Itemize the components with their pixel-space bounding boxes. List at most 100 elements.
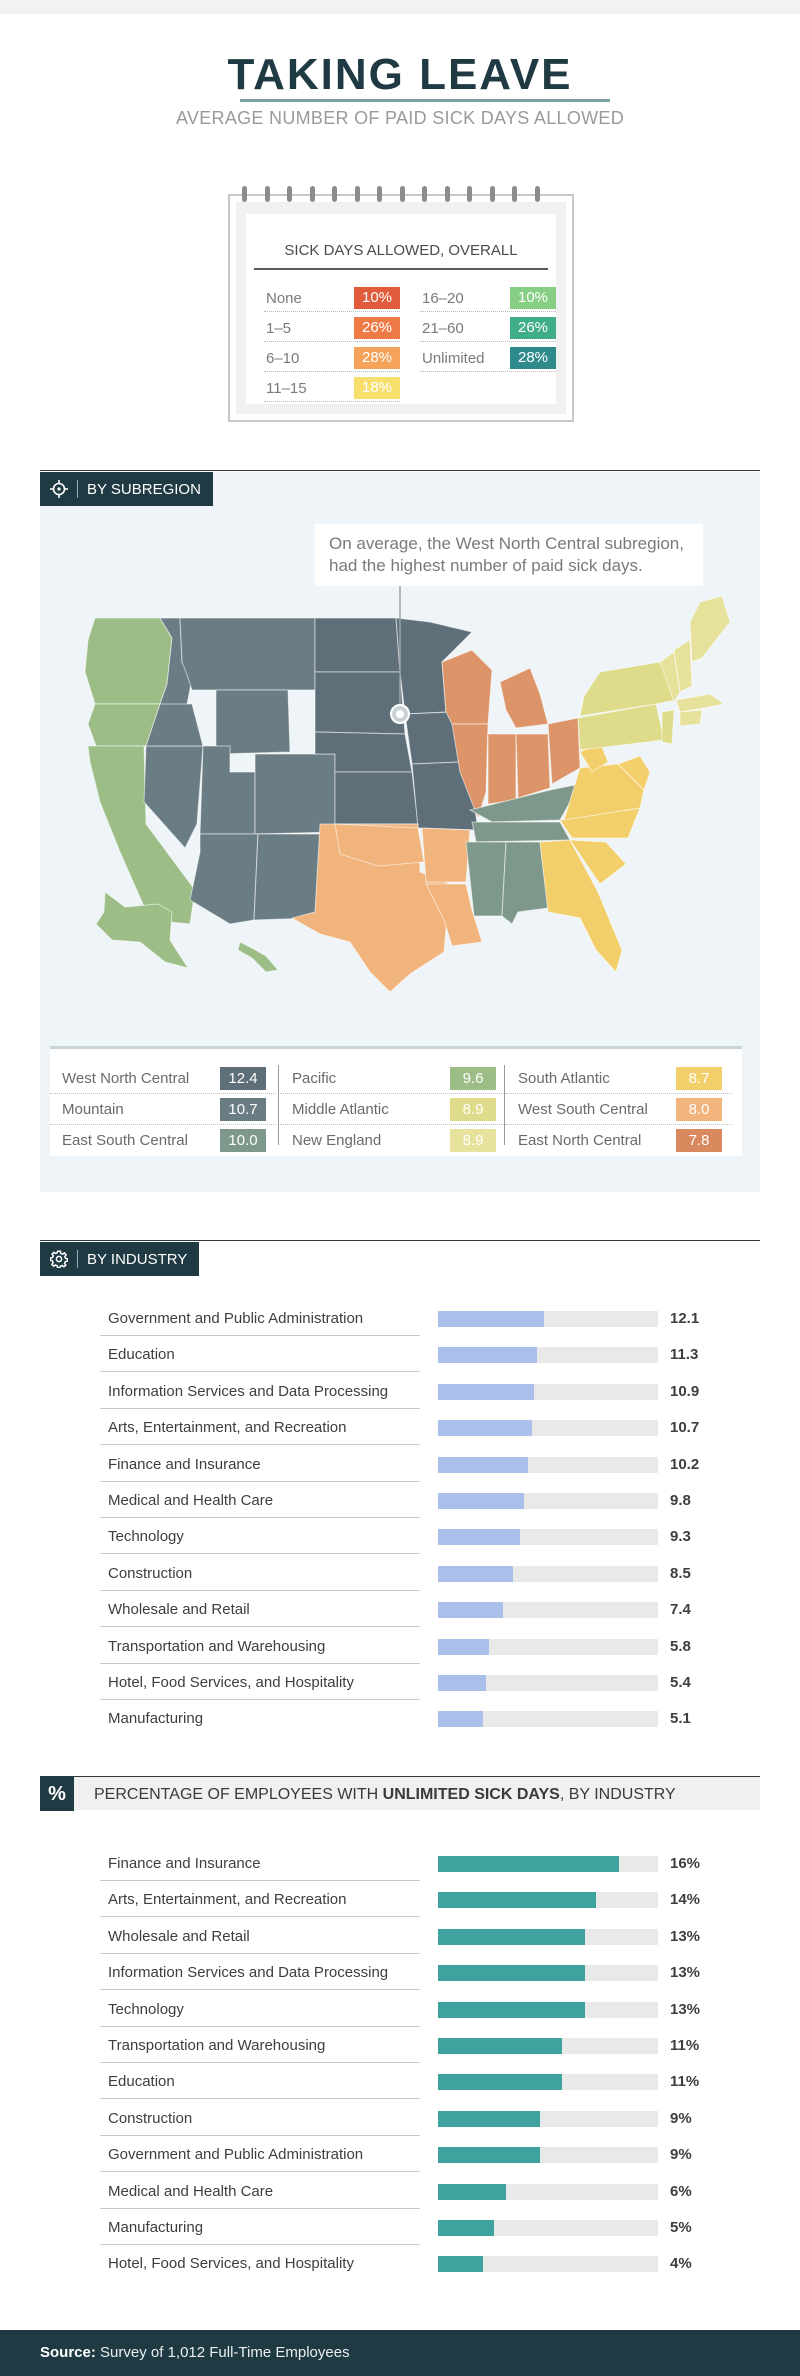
top-strip [0,0,800,14]
bar [438,1529,520,1546]
legend-row: East South Central 10.0 [50,1125,276,1156]
bar-value-label: 10.9 [670,1382,700,1400]
state-shape [441,649,493,725]
bar-value-label: 7.4 [670,1601,691,1619]
bar-category-label: Education [100,2063,420,2100]
card-inner: SICK DAYS ALLOWED, OVERALL None 10% 1–5 26%… [236,202,566,414]
legend-row: Mountain 10.7 [50,1094,276,1125]
state-shape [334,771,419,825]
overall-item: Unlimited 28% [420,346,556,372]
legend-value: 10.7 [220,1098,266,1121]
subregion-legend: West North Central 12.4 Mountain 10.7 East S… [50,1046,742,1156]
bar [438,1928,585,1945]
bar-row: Manufacturing 5% [100,2209,720,2245]
state-shape [145,703,204,747]
bar-track [438,1529,658,1546]
bar [438,1711,483,1728]
subregion-rule [40,470,760,471]
overall-item-value: 18% [354,377,400,399]
bar [438,2074,563,2091]
overall-item-value: 26% [510,317,556,339]
overall-item-label: 6–10 [266,350,300,367]
state-shape [334,823,425,867]
region-esc [465,783,581,925]
bar-track [438,1675,658,1691]
overall-item-value: 28% [354,347,400,369]
legend-row: Middle Atlantic 8.9 [280,1094,506,1125]
overall-item: 6–10 28% [264,346,400,372]
bar-category-label: Arts, Entertainment, and Recreation [100,1881,420,1918]
bar-row: Technology 9.3 [100,1518,720,1555]
subregion-tag: BY SUBREGION [40,472,213,506]
calendar-ring [444,186,450,202]
bar-track [438,1311,658,1327]
state-shape [563,763,645,821]
overall-item: None 10% [264,286,400,312]
bar [438,1565,513,1582]
bar-track [438,2038,658,2054]
legend-label: Pacific [292,1070,337,1087]
unlimited-header: % PERCENTAGE OF EMPLOYEES WITH UNLIMITED… [40,1776,760,1811]
state-shape [515,733,551,799]
bar-category-label: Manufacturing [108,1710,204,1728]
bar-category-label: Arts, Entertainment, and Recreation [100,1409,420,1446]
bar-category-label: Construction [100,1555,420,1591]
crosshair-icon [50,480,68,498]
state-shape [421,827,471,883]
legend-row: East North Central 7.8 [506,1125,732,1156]
legend-value: 8.0 [676,1098,722,1121]
state-shape [539,839,623,974]
bar [438,1347,538,1364]
calendar-ring [242,186,247,202]
bar [438,2183,506,2200]
bar-track [438,1565,658,1582]
bar-value-label: 10.7 [670,1419,700,1437]
bar [438,1638,490,1655]
bar-row: Finance and Insurance 16% [100,1845,720,1881]
calendar-ring [264,186,270,202]
bar-row: Education 11.3 [100,1336,720,1373]
bar-track [438,1420,658,1437]
overall-item-value: 28% [510,347,556,369]
bar-row: Wholesale and Retail 7.4 [100,1591,720,1628]
bar-category-label: Hotel, Food Services, and Hospitality [108,2255,354,2273]
state-shape [675,693,726,713]
overall-item-value: 10% [510,287,556,309]
bar-value-label: 14% [670,1891,701,1909]
bar-category-label: Transportation and Warehousing [100,2027,420,2063]
state-shape [237,941,279,973]
region-mountain [143,617,336,925]
bar-value-label: 5.8 [670,1637,691,1655]
state-shape [689,595,731,663]
subregion-tag-label: BY SUBREGION [87,480,201,498]
bar-category-label: Wholesale and Retail [100,1918,420,1954]
state-shape [215,689,291,755]
industry-tag: BY INDUSTRY [40,1242,200,1276]
legend-value: 8.7 [676,1067,722,1090]
bar-category-label: Wholesale and Retail [100,1591,420,1628]
bar-value-label: 9% [670,2146,692,2164]
bar-track [438,1892,658,1909]
bar-row: Information Services and Data Processing… [100,1954,720,1991]
legend-column: Pacific 9.6 Middle Atlantic 8.9 New England 8… [280,1063,506,1156]
legend-label: South Atlantic [518,1070,610,1087]
state-shape [471,821,571,843]
overall-item-label: 1–5 [266,320,292,337]
bar-value-label: 4% [670,2255,692,2273]
bar-value-label: 9.8 [670,1492,691,1509]
state-shape [487,733,517,805]
bar-value-label: 6% [670,2182,692,2200]
calendar-ring [534,186,540,202]
overall-item-label: Unlimited [422,350,485,367]
legend-label: East North Central [518,1132,642,1149]
overall-title: SICK DAYS ALLOWED, OVERALL [284,242,518,259]
bar-row: Arts, Entertainment, and Recreation 14% [100,1881,720,1918]
bar-row: Manufacturing 5.1 [100,1700,720,1736]
bar-category-label: Technology [100,1991,420,2027]
legend-row: West South Central 8.0 [506,1094,732,1125]
bar-track [438,2001,658,2018]
bar-category-label: Government and Public Administration [100,2136,420,2173]
bar [438,1493,525,1509]
state-shape [199,745,256,835]
source-footer: Source: Survey of 1,012 Full-Time Employ… [0,2330,800,2376]
